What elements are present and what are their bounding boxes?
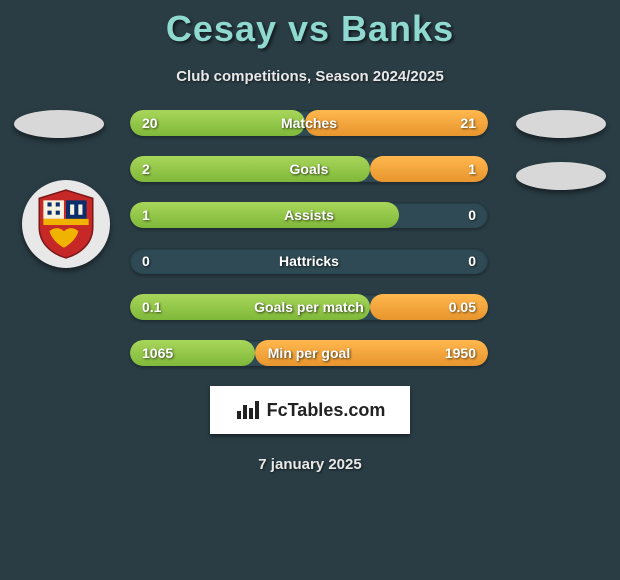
player-left-avatar (14, 110, 104, 138)
stats-bars: 20 Matches 21 2 Goals 1 1 Assists 0 0 Ha… (130, 110, 488, 366)
stat-label: Assists (130, 202, 488, 228)
stat-value-right: 1 (468, 156, 476, 182)
stat-row: 2 Goals 1 (130, 156, 488, 182)
page-title: Cesay vs Banks (0, 0, 620, 50)
stat-value-right: 1950 (445, 340, 476, 366)
stat-row: 0.1 Goals per match 0.05 (130, 294, 488, 320)
shield-icon (34, 188, 98, 260)
stat-label: Matches (130, 110, 488, 136)
stat-label: Hattricks (130, 248, 488, 274)
club-right-avatar (516, 162, 606, 190)
stat-row: 20 Matches 21 (130, 110, 488, 136)
stat-row: 0 Hattricks 0 (130, 248, 488, 274)
stat-row: 1 Assists 0 (130, 202, 488, 228)
brand-link[interactable]: FcTables.com (210, 386, 410, 434)
stat-label: Min per goal (130, 340, 488, 366)
stat-label: Goals (130, 156, 488, 182)
brand-text: FcTables.com (267, 400, 386, 421)
stat-row: 1065 Min per goal 1950 (130, 340, 488, 366)
stat-value-right: 21 (460, 110, 476, 136)
comparison-content: 20 Matches 21 2 Goals 1 1 Assists 0 0 Ha… (0, 110, 620, 366)
player-right-avatar (516, 110, 606, 138)
stat-value-right: 0 (468, 248, 476, 274)
stat-label: Goals per match (130, 294, 488, 320)
club-left-crest (22, 180, 110, 268)
stat-value-right: 0.05 (449, 294, 476, 320)
date-label: 7 january 2025 (0, 456, 620, 473)
subtitle: Club competitions, Season 2024/2025 (0, 68, 620, 85)
stat-value-right: 0 (468, 202, 476, 228)
bars-icon (235, 399, 263, 421)
